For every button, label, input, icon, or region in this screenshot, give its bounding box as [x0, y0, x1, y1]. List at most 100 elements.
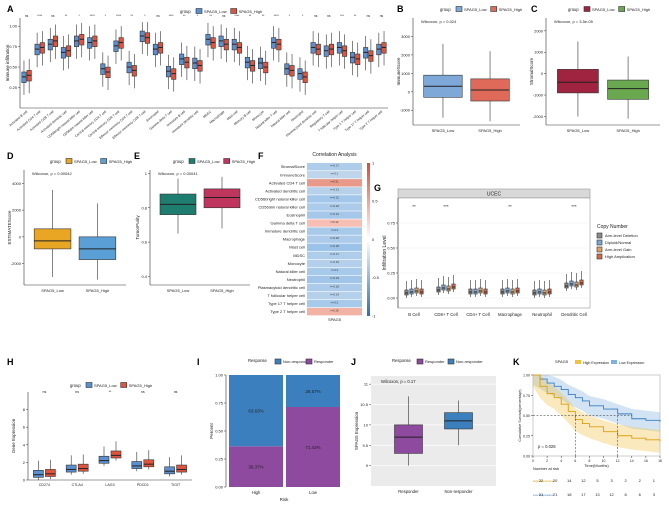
j-ylabel: SPAG5 Expression [354, 411, 359, 450]
f-rowlabel-8: Immature dendritic cell [265, 229, 305, 234]
g-ylabel: Infiltration Level [382, 235, 388, 270]
a-y-ticklabel-3: 1.00 [9, 24, 18, 29]
f-cell-3 [307, 187, 362, 195]
a-sig-19: **** [274, 14, 280, 18]
f-cell-label-8: r=-0.2 [331, 228, 339, 232]
k-risk-high-1: 20 [553, 478, 558, 483]
c-ylabel: StromalScore [529, 57, 534, 85]
d-legend-title: group [50, 159, 61, 164]
g-legend-swatch-2 [596, 246, 603, 253]
i-legend-swatch-0 [274, 358, 282, 365]
h-sig-4: ns [174, 390, 178, 394]
d-box-low-box [33, 228, 72, 250]
h-legend-swatch-1 [120, 382, 127, 388]
j-xtick-nonresp: Non-responder [445, 489, 474, 494]
f-cell-5 [307, 203, 362, 211]
d-y-ticklabel-2: 2000 [12, 208, 22, 213]
h-xtick-4: TIGIT [171, 483, 181, 487]
f-cell-9 [307, 235, 362, 243]
a-legend-label-1: SPAG5_High [239, 9, 263, 14]
h-xtick-0: CD274 [39, 483, 50, 487]
i-legend-label-1: Responder [314, 359, 334, 364]
h-box-0-high-box [45, 469, 56, 477]
k-risk-high-5: 3 [610, 478, 613, 483]
f-cell-2 [307, 179, 362, 187]
d-xtick-low: SPAG5_Low [41, 288, 64, 293]
c-legend-label-1: SPAG5_High [627, 7, 651, 12]
a-legend-swatch-1 [230, 8, 237, 14]
h-box-4-high-box [176, 464, 187, 473]
h-y-ticklabel-4: 8 [23, 407, 26, 412]
d-box-high-box [78, 236, 117, 260]
a-sig-3: ** [65, 14, 68, 18]
h-box-1-low-box [65, 464, 77, 473]
k-risk-low-2: 18 [567, 492, 572, 497]
f-cell-label-17: r=-0.2 [331, 300, 339, 304]
a-sig-23: ns [327, 14, 331, 18]
f-title: Correlation Analysis [312, 152, 357, 158]
a-sig-24: *** [340, 14, 344, 18]
f-rowlabel-9: Macrophage [283, 237, 306, 242]
b-ylabel: ImmuneScore [396, 57, 401, 86]
f-cell-label-13: r=-0.2 [331, 268, 339, 272]
a-sig-18: ** [262, 14, 265, 18]
k-risk-low-7: 6 [639, 492, 642, 497]
k-yticklabel-2: 0.50 [523, 414, 530, 418]
g-legend-label-3: High Amplication [605, 254, 635, 259]
e-y-ticklabel-2: 0.8 [141, 205, 147, 210]
f-colorbar-tick-1: 0.5 [372, 199, 378, 204]
a-sig-4: * [79, 14, 81, 18]
a-sig-26: ns [367, 14, 371, 18]
k-risk-low-8: 3 [653, 492, 656, 497]
k-xticklabel-8: 16 [644, 459, 648, 463]
j-legend-title: Response [392, 358, 412, 363]
e-y-ticklabel-0: 0.4 [141, 274, 147, 279]
f-rowlabel-15: Plasmacytoid dendritic cell [258, 285, 305, 290]
j-ticklabel-4: 11 [364, 382, 369, 387]
a-sig-0: ns [25, 14, 29, 18]
f-rowlabel-1: ImmuneScore [280, 172, 306, 177]
i-bar-nonresponder-1 [286, 375, 340, 407]
f-cell-label-4: r=-0.22 [330, 196, 339, 200]
a-sig-10: ns [156, 14, 160, 18]
g-sig-3: ** [508, 204, 512, 209]
k-risk-high-4: 5 [596, 478, 599, 483]
b-legend-title: group [440, 7, 451, 12]
i-bar-responder-1 [286, 406, 340, 487]
g-legend-label-2: Arm-level Gain [605, 247, 631, 252]
f-rowlabel-14: Neutrophil [287, 277, 305, 282]
a-sig-15: ns [222, 14, 226, 18]
h-sig-1: ns [75, 390, 79, 394]
i-legend-title: Response [248, 358, 268, 363]
c-xtick-high: SPAG5_High [616, 128, 640, 133]
a-sig-16: **** [234, 14, 240, 18]
f-cell-13 [307, 267, 362, 276]
panel-label-e: E [134, 151, 141, 161]
f-rowlabel-12: Monocyte [288, 261, 306, 266]
k-xticklabel-5: 10 [602, 459, 606, 463]
h-box-1-high-box [77, 463, 89, 472]
g-xtick-4: Neutrophil [532, 312, 552, 317]
f-cell-label-3: r=-0.13 [330, 188, 339, 192]
j-xtick-resp: Responder [398, 489, 419, 494]
f-cell-label-0: r=-0.17 [330, 164, 339, 168]
panel-label-f: F [258, 151, 264, 161]
c-legend-swatch-1 [618, 6, 626, 12]
h-box-2-high-box [110, 450, 122, 459]
e-y-ticklabel-1: 0.6 [141, 240, 147, 245]
g-legend-swatch-3 [596, 253, 603, 260]
a-sig-17: ** [249, 14, 252, 18]
j-ticklabel-0: 9 [366, 463, 369, 468]
k-yticklabel-3: 0.75 [523, 394, 530, 398]
a-legend-title: group [180, 9, 191, 14]
a-sig-11: **** [169, 14, 175, 18]
f-rowlabel-7: Gamma delta T cell [270, 221, 305, 226]
i-bar-responder-0 [229, 446, 283, 487]
f-cell-1 [307, 171, 362, 179]
g-xtick-1: CD8+ T Cell [434, 312, 457, 317]
panel-label-d: D [7, 151, 14, 161]
i-xtick-1: Low [309, 490, 318, 495]
c-legend-title: group [568, 7, 579, 12]
h-sig-2: ** [109, 390, 112, 394]
a-ylabel: Immune infiltration [5, 44, 10, 81]
